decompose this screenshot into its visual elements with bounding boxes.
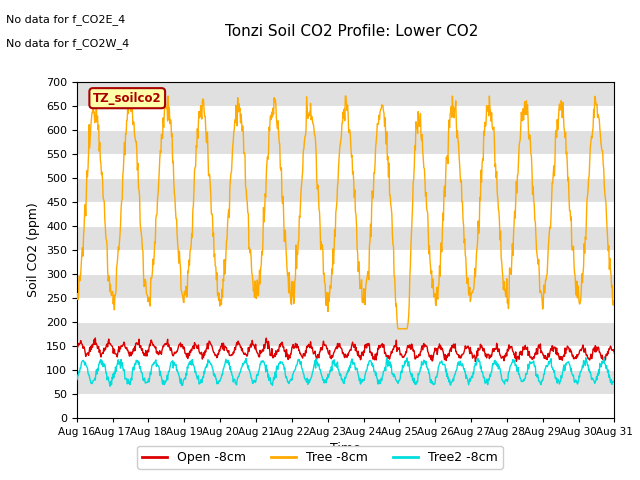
Y-axis label: Soil CO2 (ppm): Soil CO2 (ppm) — [28, 202, 40, 297]
Bar — [77, 346, 614, 370]
Text: No data for f_CO2E_4: No data for f_CO2E_4 — [6, 14, 125, 25]
Text: No data for f_CO2W_4: No data for f_CO2W_4 — [6, 38, 130, 49]
Bar — [77, 154, 614, 178]
Bar — [77, 394, 614, 418]
Bar — [77, 370, 614, 394]
Bar — [77, 298, 614, 322]
Bar — [77, 82, 614, 106]
Bar — [77, 178, 614, 202]
Bar — [77, 202, 614, 226]
Bar — [77, 106, 614, 130]
Legend: Open -8cm, Tree -8cm, Tree2 -8cm: Open -8cm, Tree -8cm, Tree2 -8cm — [137, 446, 503, 469]
X-axis label: Time: Time — [330, 442, 361, 455]
Bar — [77, 130, 614, 154]
Bar — [77, 322, 614, 346]
Bar — [77, 226, 614, 250]
Bar — [77, 250, 614, 274]
Text: Tonzi Soil CO2 Profile: Lower CO2: Tonzi Soil CO2 Profile: Lower CO2 — [225, 24, 479, 39]
Bar — [77, 274, 614, 298]
Text: TZ_soilco2: TZ_soilco2 — [93, 92, 161, 105]
